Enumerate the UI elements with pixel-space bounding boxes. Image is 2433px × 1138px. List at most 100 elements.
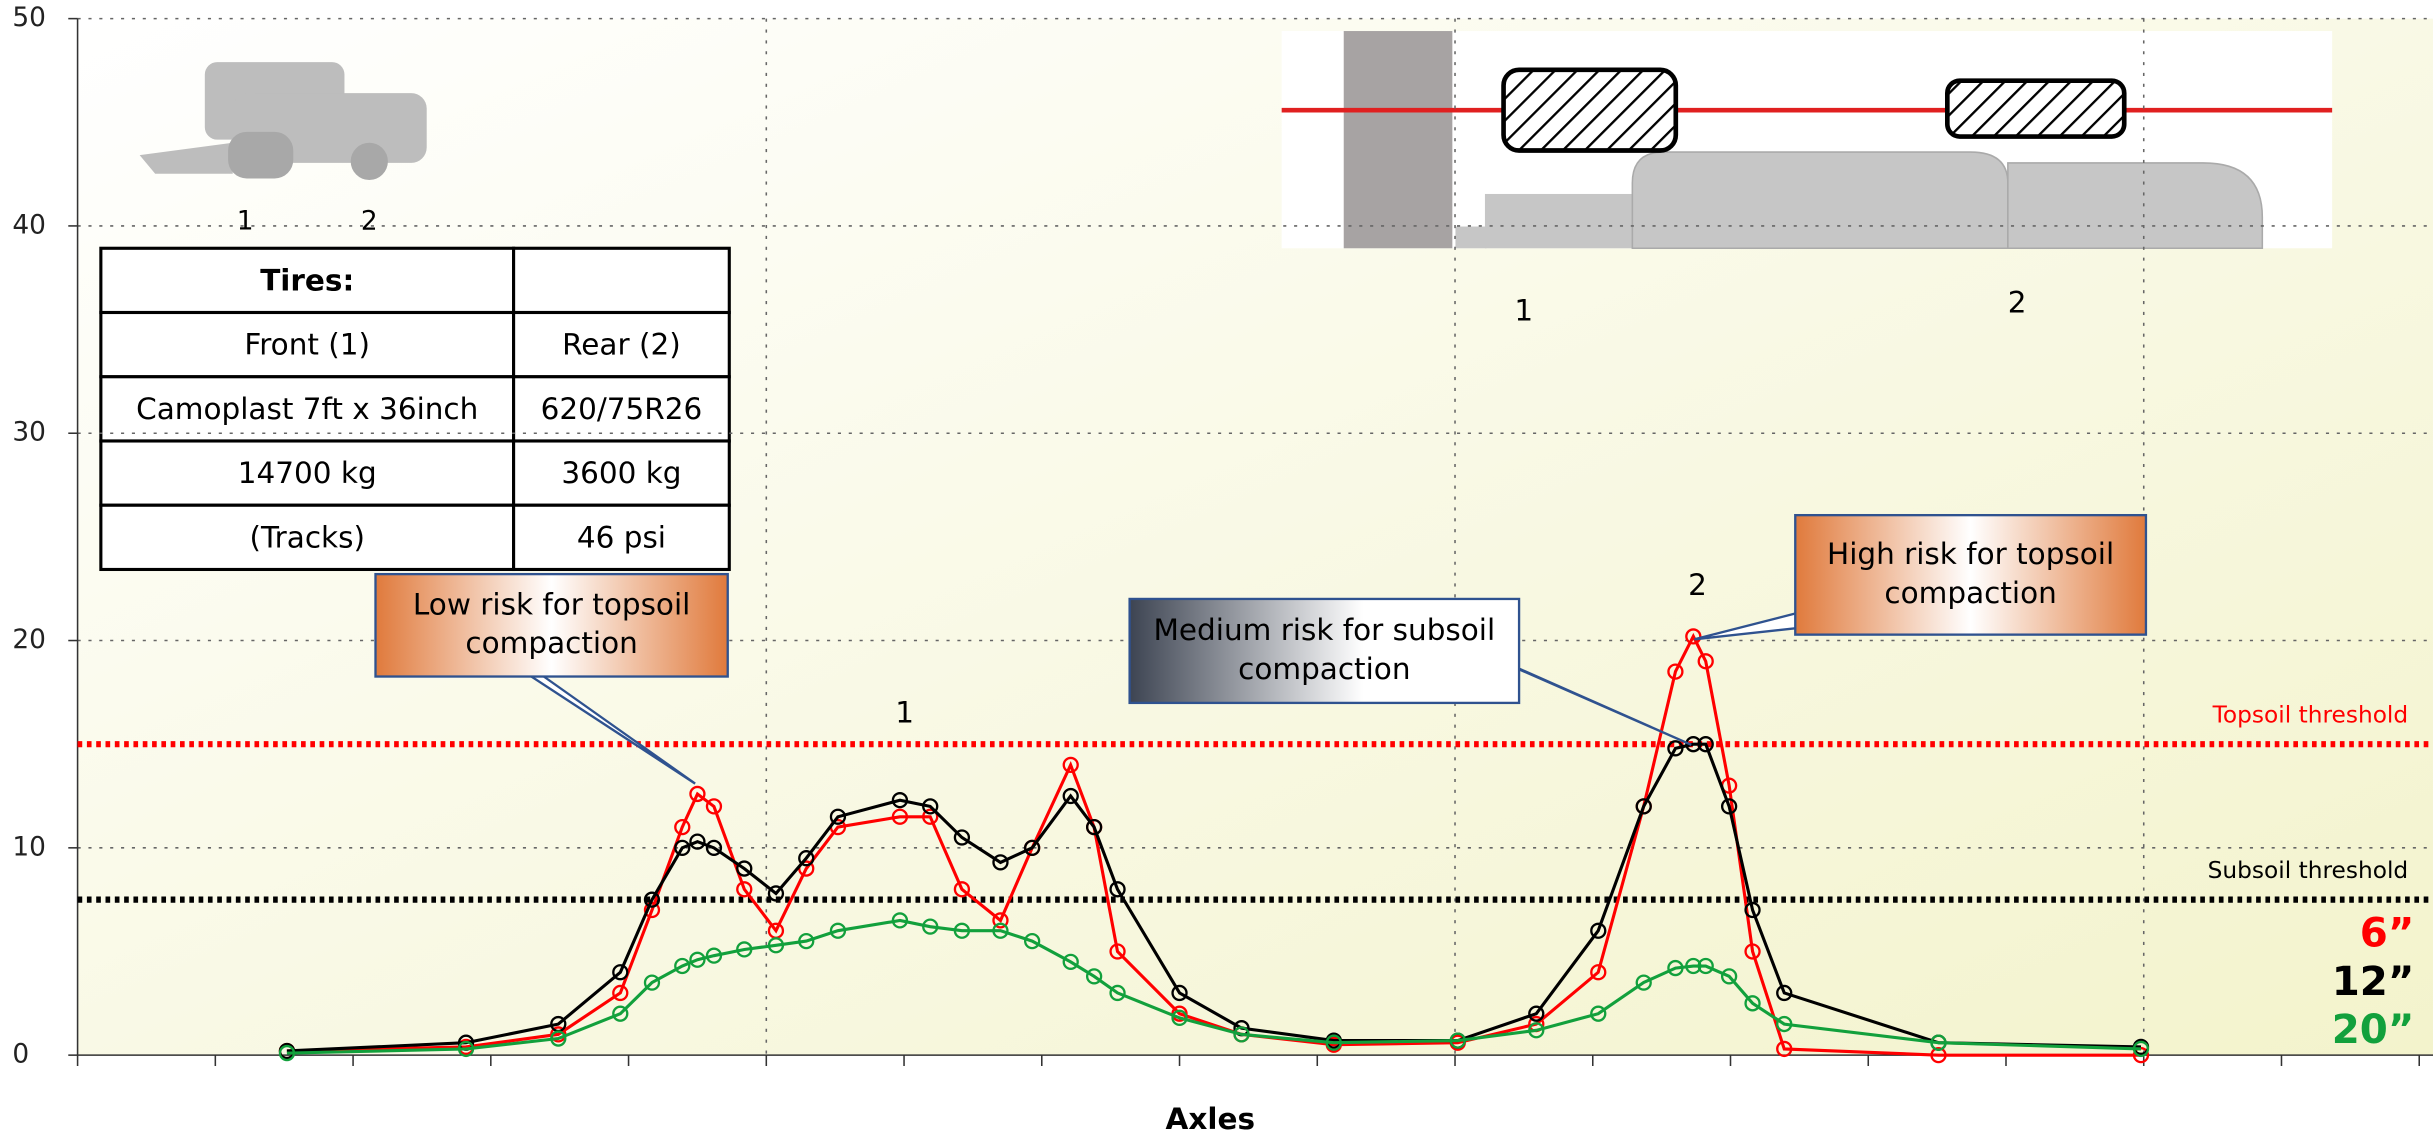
threshold-label: Topsoil threshold: [2212, 702, 2409, 729]
data-point: [1744, 943, 1761, 960]
data-point: [1085, 968, 1103, 985]
diagram-tire: [1501, 67, 1679, 153]
table-text: 14700 kg: [238, 456, 377, 490]
data-point: [705, 839, 723, 856]
series-line: [286, 918, 2142, 1055]
data-point: [1109, 943, 1126, 960]
data-point: [992, 854, 1009, 871]
table-cell: [99, 375, 516, 443]
data-point: [736, 941, 753, 958]
table-text: Rear (2): [562, 328, 681, 362]
data-point: [1590, 1005, 1607, 1022]
data-point: [1697, 957, 1714, 975]
data-point: [689, 785, 706, 803]
series-line: [286, 632, 2141, 1057]
data-point: [953, 829, 971, 846]
data-point: [798, 850, 815, 867]
data-point: [922, 808, 939, 825]
y-tick-label: 20: [12, 625, 46, 655]
table-text: 620/75R26: [541, 392, 703, 426]
table-cell: [512, 310, 731, 379]
data-point: [278, 1044, 296, 1062]
data-point: [643, 891, 661, 908]
data-point: [1635, 798, 1652, 815]
data-point: [992, 912, 1009, 929]
data-point: [1590, 922, 1607, 939]
data-point: [1085, 818, 1103, 836]
data-point: [1528, 1022, 1545, 1039]
diagram-block: [1484, 193, 1641, 249]
threshold-label: Subsoil threshold: [2208, 857, 2409, 884]
legend-entry: 20”: [2332, 1006, 2415, 1053]
series-line: [286, 742, 2142, 1053]
data-point: [767, 885, 785, 902]
table-cell: [512, 246, 731, 315]
data-point: [1590, 964, 1607, 981]
data-point: [1685, 736, 1702, 753]
callout-text: compaction: [1884, 576, 2056, 610]
callout-text: Medium risk for subsoil: [1154, 613, 1496, 647]
data-point: [1720, 968, 1738, 985]
diagram-label: 1: [1514, 293, 1533, 327]
table-text: Front (1): [244, 328, 370, 362]
diagram-wall: [1343, 31, 1453, 249]
data-point: [705, 947, 723, 964]
diagram-label: 2: [2008, 286, 2027, 320]
data-point: [1109, 881, 1126, 898]
vehicle-icon: [139, 62, 427, 180]
callout-text: compaction: [1238, 652, 1410, 686]
data-point: [612, 964, 629, 981]
data-point: [2132, 1040, 2150, 1058]
icon-header: [139, 142, 233, 174]
data-point: [891, 792, 909, 809]
peak-label: 2: [1688, 568, 1707, 602]
data-point: [1233, 1026, 1250, 1043]
data-point: [829, 808, 847, 825]
data-point: [1776, 984, 1793, 1002]
legend-entry: 12”: [2332, 958, 2415, 1005]
diagram-body: [1631, 151, 2009, 250]
diagram-tire: [1945, 78, 2127, 139]
data-point: [1776, 1040, 1793, 1058]
data-point: [457, 1040, 475, 1058]
icon-wheel: [350, 142, 388, 180]
data-point: [736, 860, 753, 877]
data-point: [689, 833, 706, 850]
data-point: [689, 951, 706, 968]
data-point: [1667, 959, 1684, 977]
data-point: [891, 912, 909, 929]
callout-text: compaction: [465, 626, 637, 660]
data-point: [1667, 663, 1684, 680]
icon-track: [228, 131, 294, 179]
table-text: 3600 kg: [561, 456, 681, 490]
data-point: [1062, 756, 1079, 774]
data-point: [767, 937, 785, 954]
diagram-block: [1455, 226, 1487, 249]
data-point: [1528, 1005, 1545, 1022]
table-text: (Tracks): [249, 520, 364, 554]
table-text: Camoplast 7ft x 36inch: [136, 392, 478, 426]
data-point: [1685, 628, 1702, 645]
data-point: [1930, 1046, 1947, 1064]
y-tick-label: 50: [12, 3, 46, 33]
table-text: 46 psi: [577, 520, 666, 554]
data-point: [1685, 957, 1702, 975]
data-point: [674, 839, 691, 856]
data-point: [550, 1030, 567, 1047]
data-point: [1024, 839, 1041, 856]
data-point: [922, 918, 939, 935]
data-point: [1171, 1009, 1188, 1026]
data-point: [612, 984, 629, 1002]
data-point: [1024, 932, 1041, 950]
x-axis-label: Axles: [1166, 1102, 1255, 1136]
data-point: [992, 922, 1009, 939]
axle-diagram: [1281, 31, 2333, 250]
y-tick-label: 30: [12, 418, 46, 448]
data-point: [705, 798, 723, 815]
data-point: [1720, 798, 1738, 815]
callout-box: [1128, 597, 1521, 705]
data-point: [829, 922, 847, 939]
y-tick-label: 0: [12, 1040, 29, 1070]
